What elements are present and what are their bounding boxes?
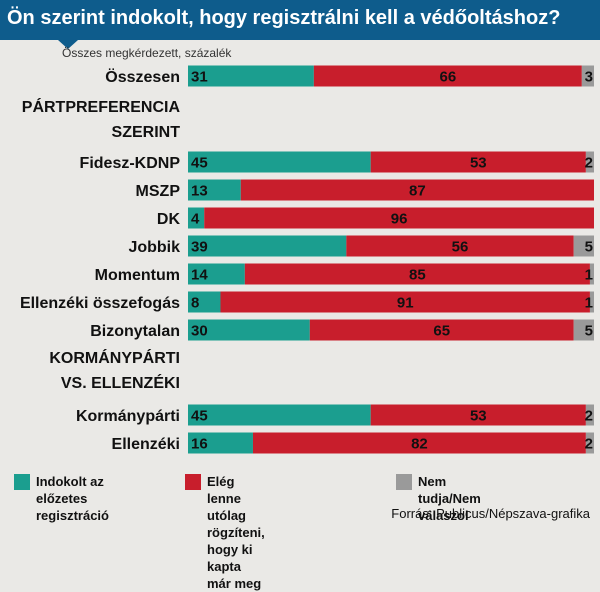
value-label-no: 66 (439, 69, 456, 86)
stacked-bar-chart: Összesen 31 66 3 PÁRTPREFERENCIA SZERINT Fides… (20, 65, 595, 454)
bar-segment-yes (188, 291, 221, 313)
row-label: Momentum (95, 267, 180, 284)
bar-segment-yes (188, 319, 310, 341)
value-label-dk: 3 (585, 69, 593, 86)
title-bar: Ön szerint indokolt, hogy regisztrálni k… (0, 0, 600, 40)
value-label-dk: 5 (585, 323, 593, 340)
legend-label-yes: Indokolt az előzetes regisztráció (36, 474, 109, 523)
bar-segment-yes (188, 179, 241, 201)
value-label-no: 65 (433, 323, 450, 340)
value-label-no: 53 (470, 408, 487, 425)
section-heading: SZERINT (112, 124, 181, 141)
value-label-yes: 16 (191, 436, 208, 453)
bar-segment-dk (585, 151, 594, 173)
legend-swatch-dk (396, 474, 412, 490)
bar-segment-no (240, 179, 594, 201)
value-label-dk: 2 (585, 155, 593, 172)
legend-swatch-yes (14, 474, 30, 490)
row-label: Jobbik (128, 239, 180, 256)
bar-segment-no (313, 65, 582, 87)
bar-segment-yes (188, 207, 205, 229)
value-label-yes: 30 (191, 323, 208, 340)
value-label-no: 85 (409, 267, 426, 284)
section-heading: PÁRTPREFERENCIA (22, 97, 181, 116)
bar-segment-yes (188, 235, 347, 257)
chart-title: Ön szerint indokolt, hogy regisztrálni k… (7, 7, 561, 29)
bar-segment-dk (573, 235, 594, 257)
value-label-dk: 2 (585, 408, 593, 425)
chart-subtitle: Összes megkérdezett, százalék (62, 46, 232, 60)
value-label-yes: 45 (191, 155, 208, 172)
row-label: Összesen (105, 67, 180, 86)
value-label-no: 53 (470, 155, 487, 172)
row-label: Ellenzéki összefogás (20, 295, 180, 312)
value-label-no: 82 (411, 436, 428, 453)
value-label-yes: 4 (191, 211, 200, 228)
section-heading: KORMÁNYPÁRTI (49, 348, 180, 367)
value-label-no: 91 (397, 295, 414, 312)
value-label-dk: 1 (585, 267, 593, 284)
bar-segment-dk (585, 404, 594, 426)
bar-segment-no (370, 151, 586, 173)
bar-segment-yes (188, 151, 371, 173)
section-heading: VS. ELLENZÉKI (61, 373, 180, 392)
bar-segment-no (309, 319, 574, 341)
row-label: Fidesz-KDNP (80, 155, 181, 172)
bar-segment-no (252, 432, 586, 454)
value-label-yes: 14 (191, 267, 208, 284)
source-note: Forrás: Publicus/Népszava-grafika (391, 506, 590, 521)
legend-label-no: Elég lenne utólag rögzíteni, hogy ki kap… (207, 474, 265, 591)
bar-segment-no (346, 235, 574, 257)
row-label: Ellenzéki (112, 436, 180, 453)
bar-segment-no (204, 207, 595, 229)
bar-segment-no (370, 404, 586, 426)
bar-segment-dk (589, 263, 594, 285)
value-label-dk: 5 (585, 239, 593, 256)
value-label-yes: 39 (191, 239, 208, 256)
row-label: DK (157, 211, 181, 228)
bar-segment-dk (573, 319, 594, 341)
value-label-dk: 2 (585, 436, 593, 453)
value-label-no: 87 (409, 183, 426, 200)
bar-segment-yes (188, 65, 314, 87)
value-label-no: 56 (452, 239, 469, 256)
value-label-yes: 13 (191, 183, 208, 200)
value-label-no: 96 (391, 211, 408, 228)
bar-segment-dk (581, 65, 594, 87)
bar-segment-yes (188, 432, 253, 454)
legend-label-dk: Nem tudja/Nem válaszol (418, 474, 481, 523)
value-label-yes: 8 (191, 295, 199, 312)
value-label-yes: 31 (191, 69, 208, 86)
title-bar-notch (58, 40, 78, 49)
row-label: Kormánypárti (76, 408, 180, 425)
bar-segment-dk (585, 432, 594, 454)
row-label: MSZP (136, 183, 181, 200)
bar-segment-no (220, 291, 590, 313)
value-label-dk: 1 (585, 295, 593, 312)
legend-swatch-no (185, 474, 201, 490)
bar-segment-no (244, 263, 590, 285)
bar-segment-yes (188, 404, 371, 426)
bar-segment-dk (589, 291, 594, 313)
value-label-yes: 45 (191, 408, 208, 425)
bar-segment-yes (188, 263, 245, 285)
row-label: Bizonytalan (90, 323, 180, 340)
